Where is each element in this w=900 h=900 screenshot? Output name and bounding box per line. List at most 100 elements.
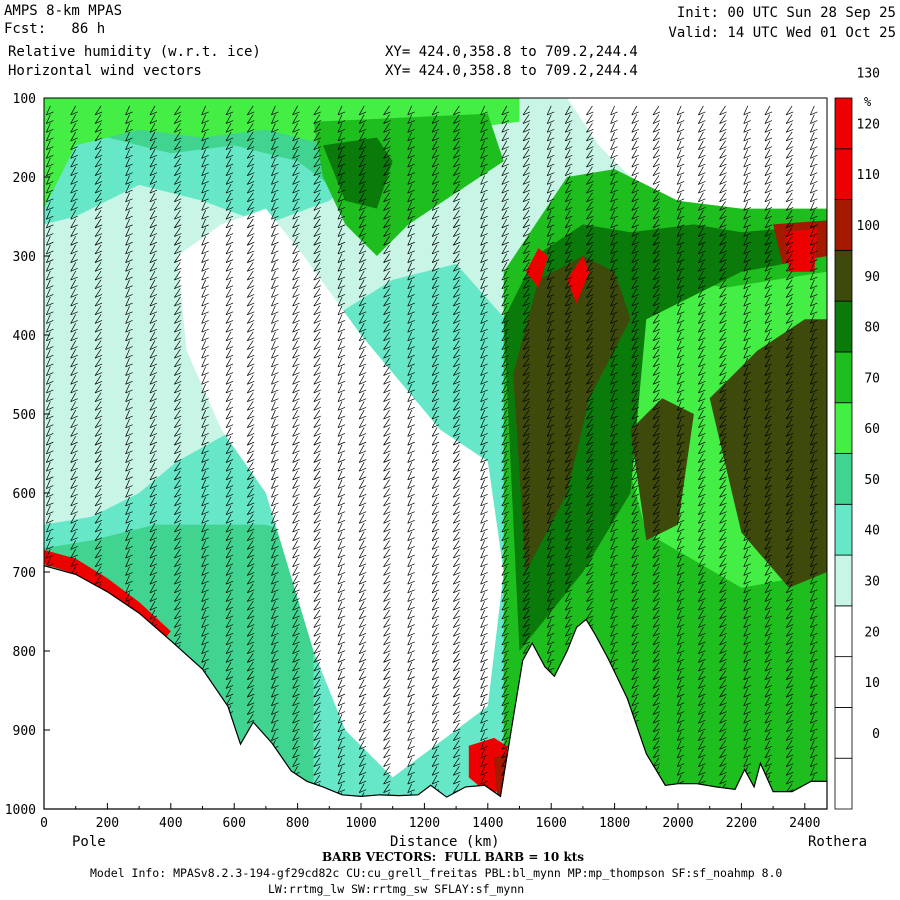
barb-shaft [358,444,365,454]
barb-shaft [652,635,660,646]
barb-flag [337,433,346,437]
barb-flag [480,650,488,655]
barb-shaft [313,401,321,411]
barb-shaft [743,149,749,159]
barb-shaft [225,488,232,498]
barb-flag [547,450,555,455]
barb-flag [547,424,555,429]
barb-flag [631,354,639,359]
barb-flag [94,433,103,437]
barb-flag [407,572,415,576]
barb-flag [631,302,639,307]
barb-shaft [501,566,508,576]
barb-flag [453,172,461,177]
barb-shaft [174,253,181,263]
barb-flag [407,711,415,715]
barb-shaft [337,236,343,246]
barb-shaft [564,331,571,342]
barb-flag [225,250,234,255]
barb-shaft [586,505,593,515]
barb-shaft [383,496,390,507]
barb-flag [547,128,555,133]
barb-shaft [337,314,343,324]
forecast-hour: Fcst: 86 h [4,21,106,37]
barb-flag [677,493,685,498]
barb-shaft [610,114,615,124]
barb-shaft [407,462,413,472]
barb-shaft [271,349,276,359]
barb-shaft [70,253,77,263]
barb-flag [271,302,279,307]
barb-flag [719,780,727,785]
barb-shaft [358,705,365,715]
barb-shaft [94,105,102,116]
barb-flag [201,146,209,150]
barb-flag [337,276,346,281]
barb-flag [46,224,54,229]
barb-shaft [480,644,485,654]
barb-flag [383,407,391,411]
barb-shaft [501,731,508,741]
barb-shaft [337,149,343,159]
barb-flag [631,120,639,124]
barb-flag [719,493,727,498]
barb-flag [201,163,209,168]
barb-shaft [743,166,749,176]
barb-shaft [149,140,156,150]
barb-flag [453,711,461,715]
barb-shaft [480,774,485,785]
barb-flag [383,433,391,437]
barb-flag [586,589,594,594]
barb-flag [719,146,727,150]
barb-flag [201,320,209,324]
barb-shaft [337,661,343,672]
barb-flag [453,120,461,124]
barb-shaft [149,262,156,272]
barb-flag [453,163,461,168]
barb-shaft [480,157,485,168]
barb-flag [407,467,415,472]
barb-shaft [719,766,726,776]
barb-flag [631,415,639,420]
barb-shaft [676,296,682,307]
barb-shaft [719,140,726,150]
barb-flag [480,520,488,524]
barb-flag [677,745,685,750]
barb-flag [149,354,158,359]
barb-flag [70,328,78,333]
barb-flag [480,589,488,594]
barb-flag [201,537,209,542]
barb-flag [719,702,727,707]
barb-shaft [246,435,254,446]
barb-flag [149,546,158,550]
barb-shaft [676,566,682,576]
barb-flag [383,311,391,316]
barb-shaft [719,157,726,168]
barb-shaft [698,540,704,550]
barb-shaft [698,340,704,350]
barb-flag [453,589,461,594]
barb-shaft [246,670,254,680]
barb-shaft [225,540,232,550]
barb-flag [565,537,573,542]
barb-shaft [431,314,438,324]
barb-shaft [46,314,51,324]
barb-flag [225,302,234,307]
barb-shaft [631,514,638,524]
barb-shaft [501,244,508,255]
barb-flag [698,398,706,402]
barb-shaft [652,670,660,680]
barb-flag [547,389,555,394]
barb-shaft [610,366,615,376]
barb-flag [359,380,367,385]
barb-flag [652,520,661,524]
barb-flag [247,424,255,429]
barb-shaft [610,236,615,246]
barb-shaft [480,522,485,533]
barb-flag [677,407,685,411]
barb-shaft [522,540,530,550]
barb-shaft [383,236,390,246]
barb-flag [480,302,488,307]
barb-shaft [271,383,276,394]
barb-shaft [652,757,660,767]
